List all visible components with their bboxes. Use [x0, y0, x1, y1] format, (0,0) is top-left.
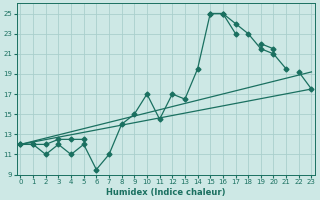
X-axis label: Humidex (Indice chaleur): Humidex (Indice chaleur) — [106, 188, 226, 197]
